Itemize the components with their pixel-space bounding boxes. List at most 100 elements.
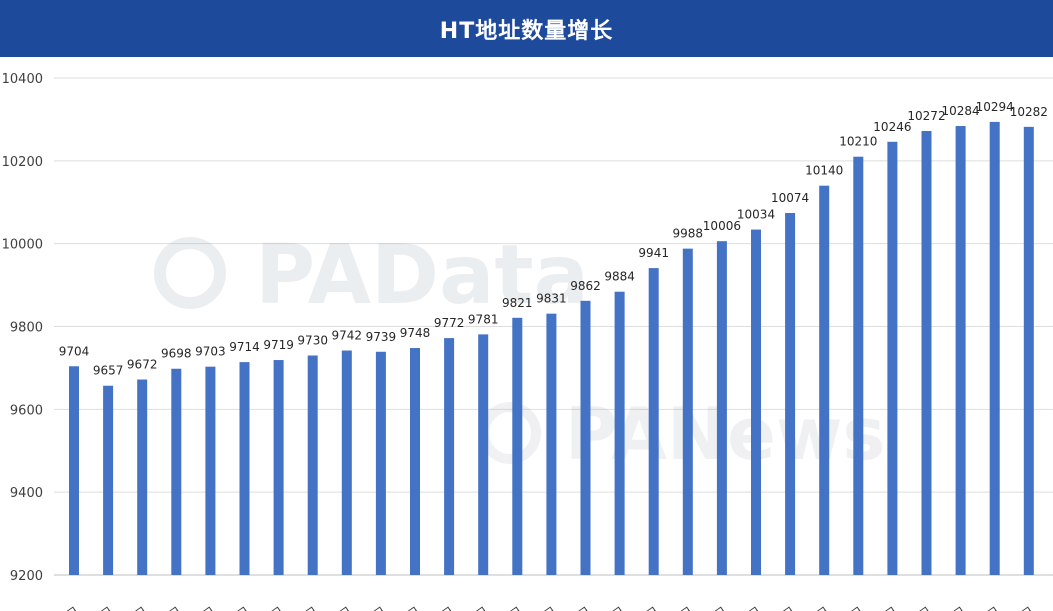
bar: [307, 355, 318, 575]
bar: [614, 291, 625, 575]
data-label: 10006: [703, 219, 741, 233]
bar: [751, 229, 761, 575]
x-tick-label: 月31日: [519, 604, 559, 611]
y-tick-label: 10400: [2, 72, 43, 87]
data-label: 9714: [229, 340, 260, 354]
padata-logo-icon: [154, 237, 226, 309]
data-label: 9703: [195, 345, 226, 359]
x-tick-label: 月27日: [383, 604, 423, 611]
bar: [375, 351, 386, 575]
bar-chart: PAData PANews 92009400960098001000010200…: [2, 72, 1053, 611]
bar: [648, 268, 659, 575]
data-label: 10074: [771, 191, 809, 205]
x-axis-ticks: 月17日月18日月19日月20日月21日月22日月23日月24日月25日月26日…: [42, 604, 1037, 611]
data-label: 9821: [502, 296, 533, 310]
y-tick-label: 9200: [10, 569, 43, 584]
x-tick-label: 月10日: [860, 604, 900, 611]
x-tick-label: 月3日: [627, 604, 661, 611]
data-label: 10246: [873, 120, 911, 134]
data-label: 10282: [1010, 105, 1048, 119]
data-label: 9698: [161, 347, 192, 361]
data-label: 10034: [737, 208, 775, 222]
data-label: 10294: [976, 100, 1014, 114]
y-axis-ticks: 9200 9400 9600 9800 10000 10200 10400: [2, 72, 43, 584]
data-label: 9831: [536, 292, 567, 306]
x-tick-label: 月8日: [798, 604, 832, 611]
x-tick-label: 月23日: [246, 604, 286, 611]
data-label: 10284: [942, 104, 980, 118]
bar: [69, 366, 79, 575]
bar: [989, 121, 1000, 575]
data-label: 9742: [332, 329, 363, 343]
data-label: 9748: [400, 326, 431, 340]
bar: [819, 185, 830, 575]
bar: [410, 348, 420, 575]
bar: [682, 248, 693, 576]
data-label: 9704: [59, 344, 90, 358]
bar: [273, 360, 284, 575]
y-tick-label: 9600: [10, 403, 43, 418]
bar: [887, 141, 898, 575]
x-tick-label: 月9日: [832, 604, 866, 611]
y-tick-label: 10200: [2, 155, 43, 170]
data-label: 10272: [907, 109, 945, 123]
x-tick-label: 月18日: [76, 604, 116, 611]
bar: [103, 385, 114, 575]
bar: [580, 300, 591, 575]
bar: [444, 338, 455, 575]
x-tick-label: 月28日: [417, 604, 457, 611]
x-tick-label: 月21日: [178, 604, 218, 611]
x-tick-label: 月19日: [110, 604, 150, 611]
data-label: 9730: [297, 333, 328, 347]
y-tick-label: 10000: [2, 238, 43, 253]
data-label: 9719: [263, 338, 294, 352]
data-label: 9672: [127, 358, 158, 372]
x-tick-label: 月20日: [144, 604, 184, 611]
padata-watermark: PAData: [255, 228, 589, 323]
bars: [69, 121, 1034, 576]
bar: [171, 368, 182, 575]
bar: [1023, 126, 1034, 575]
x-tick-label: 月4日: [662, 604, 696, 611]
bar: [785, 213, 796, 576]
bar: [512, 317, 523, 575]
x-tick-label: 月17日: [42, 604, 82, 611]
x-tick-label: 月25日: [314, 604, 354, 611]
x-tick-label: 月30日: [485, 604, 525, 611]
x-tick-label: 月12日: [928, 604, 968, 611]
x-tick-label: 月1日: [559, 604, 593, 611]
data-label: 9772: [434, 316, 465, 330]
y-tick-label: 9400: [10, 486, 43, 501]
x-tick-label: 月29日: [451, 604, 491, 611]
data-label: 9988: [673, 227, 704, 241]
x-tick-label: 月26日: [348, 604, 388, 611]
chart-title: HT地址数量增长: [0, 0, 1053, 57]
bar: [716, 241, 727, 575]
panews-logo-icon: [479, 402, 541, 464]
x-tick-label: 月14日: [996, 604, 1036, 611]
x-tick-label: 月24日: [280, 604, 320, 611]
bar: [955, 126, 966, 575]
bar: [921, 131, 932, 575]
x-tick-label: 月6日: [730, 604, 764, 611]
x-tick-label: 月2日: [593, 604, 627, 611]
x-tick-label: 月7日: [764, 604, 798, 611]
bar: [239, 362, 250, 575]
bar: [137, 379, 148, 575]
bar: [341, 350, 352, 575]
bar: [205, 366, 216, 575]
x-tick-label: 月22日: [212, 604, 252, 611]
data-label: 10140: [805, 164, 843, 178]
x-tick-label: 月5日: [696, 604, 730, 611]
x-tick-label: 月13日: [962, 604, 1002, 611]
x-tick-label: 月11日: [894, 604, 934, 611]
data-label: 10210: [839, 135, 877, 149]
data-label: 9941: [638, 246, 669, 260]
bar: [853, 156, 864, 576]
data-label: 9781: [468, 312, 499, 326]
y-tick-label: 9800: [10, 321, 43, 336]
data-label: 9739: [366, 330, 397, 344]
data-label: 9657: [93, 364, 124, 378]
data-label: 9884: [604, 270, 635, 284]
